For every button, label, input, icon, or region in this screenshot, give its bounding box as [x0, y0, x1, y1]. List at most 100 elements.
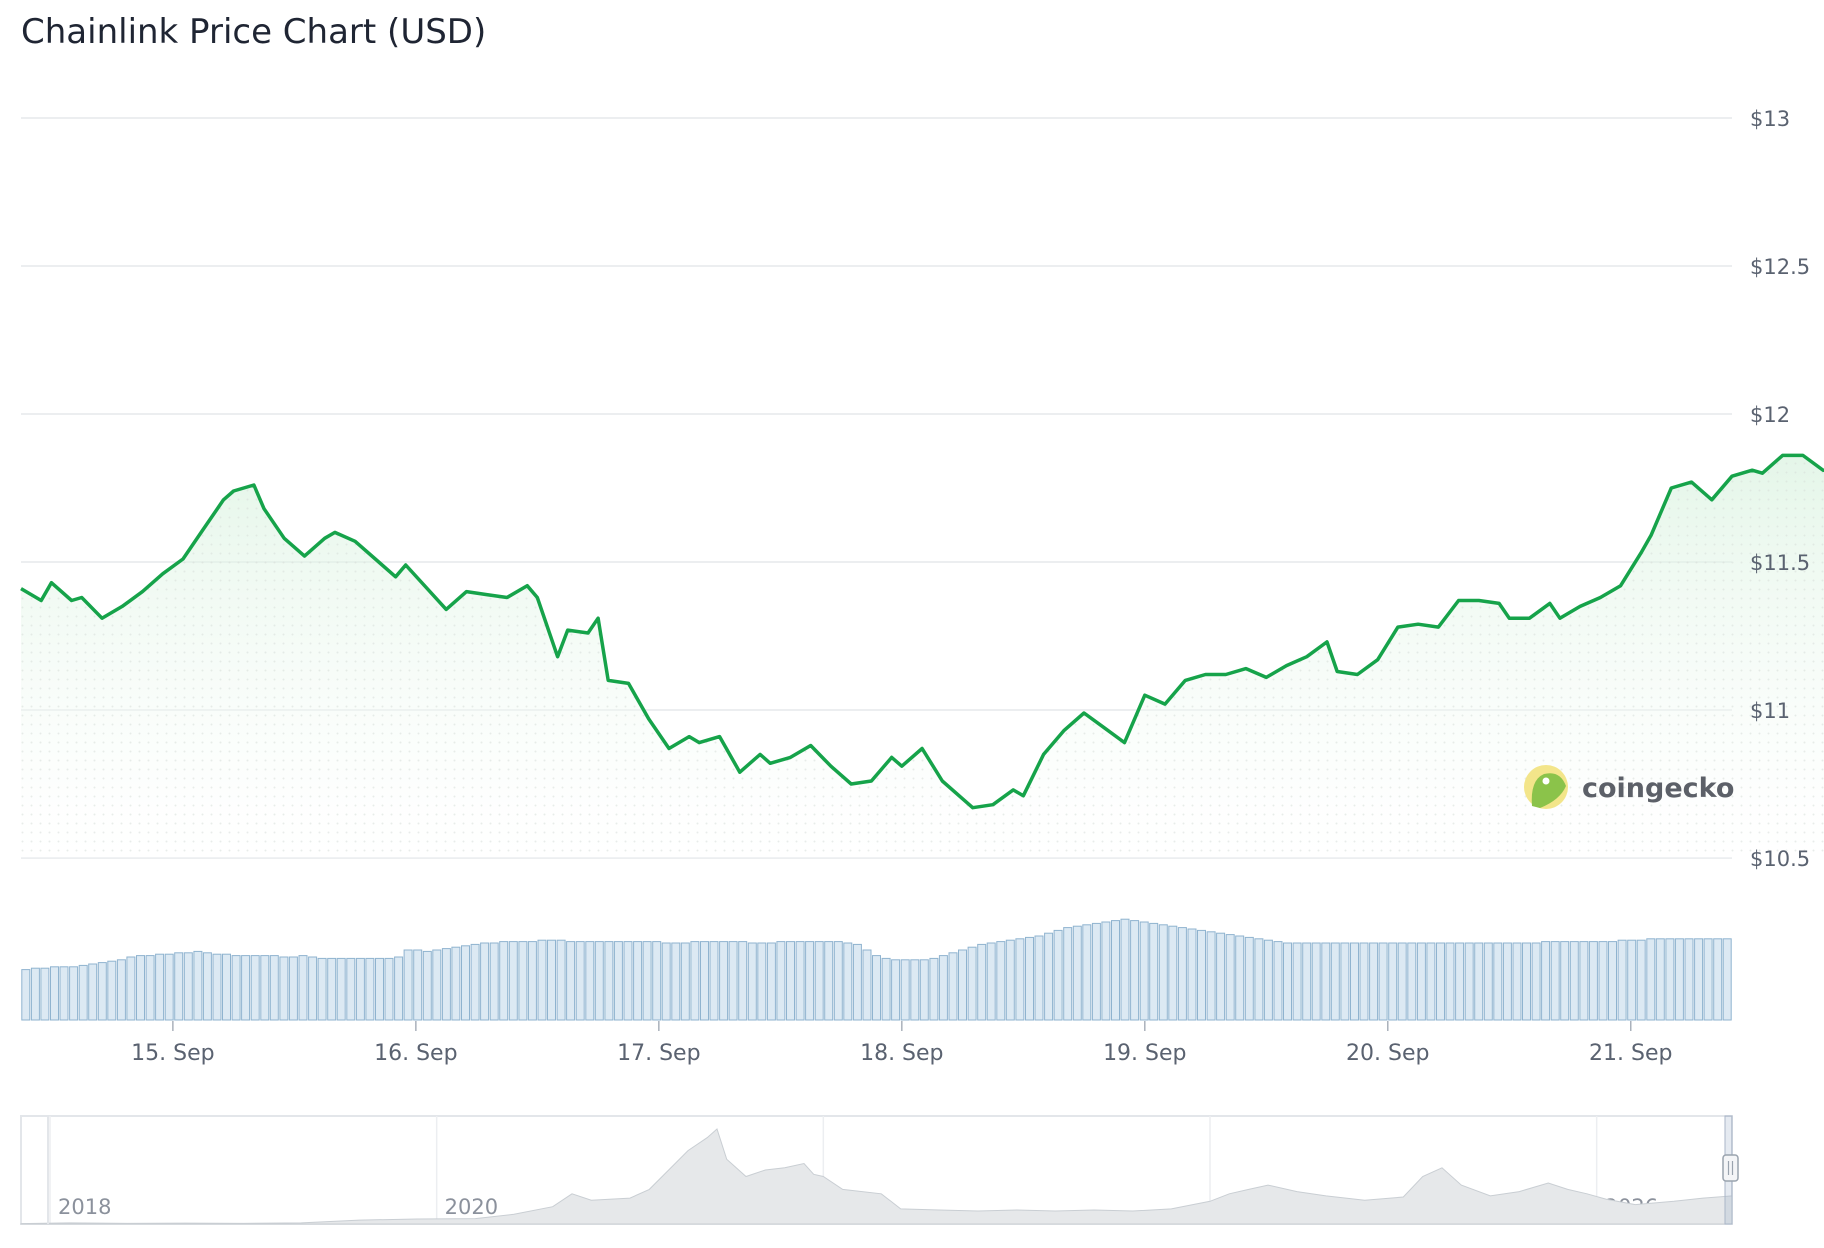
volume-bar: [1082, 924, 1092, 1021]
volume-bar: [652, 941, 662, 1021]
volume-bar: [766, 942, 776, 1021]
volume-bar: [623, 941, 633, 1021]
volume-bar: [805, 941, 815, 1021]
volume-bar: [1225, 934, 1235, 1021]
volume-bar: [279, 956, 289, 1021]
volume-bar: [1120, 918, 1130, 1021]
volume-bar: [375, 957, 384, 1021]
volume-bar: [1187, 928, 1197, 1021]
volume-bar: [1053, 929, 1063, 1021]
volume-bar: [432, 949, 442, 1021]
volume-bar: [986, 942, 996, 1021]
volume-bar: [814, 941, 824, 1021]
y-tick-label: $10.5: [1750, 847, 1810, 871]
volume-bar: [585, 941, 595, 1021]
volume-bar: [1694, 938, 1704, 1021]
volume-bar: [1588, 941, 1598, 1021]
volume-bar: [518, 941, 528, 1021]
volume-bar: [1397, 942, 1407, 1021]
y-tick-label: $12.5: [1750, 255, 1810, 279]
gecko-eye-icon: [1542, 777, 1550, 785]
range-navigator[interactable]: 20182020202220242026: [20, 1115, 1739, 1225]
volume-bar: [413, 949, 423, 1021]
volume-bar: [1502, 942, 1512, 1021]
volume-bar: [547, 939, 556, 1021]
volume-bar: [1005, 939, 1015, 1021]
volume-bar: [155, 953, 165, 1021]
volume-bar: [728, 941, 738, 1021]
navigator-tick-label: 2018: [58, 1195, 111, 1219]
volume-bar: [107, 960, 117, 1021]
volume-bar: [346, 957, 356, 1021]
x-tick-label: 19. Sep: [1103, 1041, 1186, 1066]
coingecko-watermark: coingecko: [1524, 765, 1734, 809]
volume-bar: [40, 967, 50, 1021]
volume-bar: [1655, 938, 1665, 1021]
volume-bar: [700, 941, 709, 1021]
volume-bar: [661, 942, 671, 1021]
volume-bar: [1426, 942, 1436, 1021]
volume-bar: [499, 941, 509, 1021]
volume-bar: [202, 952, 212, 1021]
volume-bar: [709, 941, 719, 1021]
volume-bar: [738, 941, 748, 1021]
volume-bar: [136, 955, 145, 1021]
volume-bar: [1445, 942, 1455, 1021]
volume-bar: [1263, 939, 1273, 1021]
volume-bar: [1522, 942, 1531, 1021]
volume-bar: [470, 943, 480, 1021]
volume-bar: [1560, 941, 1570, 1021]
volume-bar: [967, 946, 977, 1021]
volume-bar: [1531, 942, 1541, 1021]
volume-bar: [671, 942, 681, 1021]
volume-bar: [336, 957, 346, 1021]
volume-bar: [1350, 942, 1359, 1021]
volume-bar: [910, 959, 920, 1021]
x-axis: 15. Sep 16. Sep 17. Sep 18. Sep 19. Sep 20. S…: [131, 1021, 1672, 1066]
volume-bar: [1684, 938, 1694, 1021]
volume-bar: [1416, 942, 1426, 1021]
volume-bar: [833, 941, 843, 1021]
volume-bar: [900, 959, 910, 1021]
volume-bar: [996, 941, 1006, 1021]
volume-bar: [1617, 939, 1627, 1021]
volume-bars: [21, 918, 1732, 1021]
volume-bar: [1378, 942, 1388, 1021]
volume-bar: [1608, 941, 1617, 1021]
volume-bar: [938, 955, 948, 1021]
gecko-body-icon: [1531, 773, 1566, 808]
price-area-dots: [21, 455, 1824, 858]
volume-bar: [719, 941, 729, 1021]
volume-bar: [394, 956, 404, 1021]
volume-bar: [1436, 942, 1445, 1021]
navigator-handle[interactable]: [1722, 1154, 1739, 1182]
volume-bar: [747, 942, 757, 1021]
volume-bar: [1627, 939, 1637, 1021]
volume-bar: [1015, 938, 1025, 1021]
volume-bar: [1311, 942, 1321, 1021]
volume-bar: [1149, 922, 1159, 1021]
volume-bar: [241, 955, 251, 1021]
volume-bar: [1569, 941, 1579, 1021]
volume-bar: [556, 939, 566, 1021]
volume-bar: [929, 957, 939, 1021]
volume-bar: [145, 955, 155, 1021]
x-tick-label: 20. Sep: [1346, 1041, 1429, 1066]
navigator-tick-label: 2020: [445, 1195, 498, 1219]
volume-bar: [1025, 936, 1034, 1021]
volume-bar: [508, 941, 518, 1021]
volume-bar: [78, 964, 88, 1021]
volume-bar: [212, 953, 222, 1021]
volume-bar: [288, 956, 298, 1021]
volume-bar: [1235, 935, 1245, 1021]
volume-bar: [250, 955, 260, 1021]
volume-bar: [872, 955, 881, 1021]
volume-bar: [566, 941, 576, 1021]
volume-bar: [1072, 925, 1082, 1021]
chart-title: Chainlink Price Chart (USD): [21, 12, 487, 52]
volume-bar: [441, 948, 451, 1021]
volume-bar: [852, 943, 862, 1021]
volume-bar: [489, 942, 499, 1021]
volume-bar: [1359, 942, 1369, 1021]
